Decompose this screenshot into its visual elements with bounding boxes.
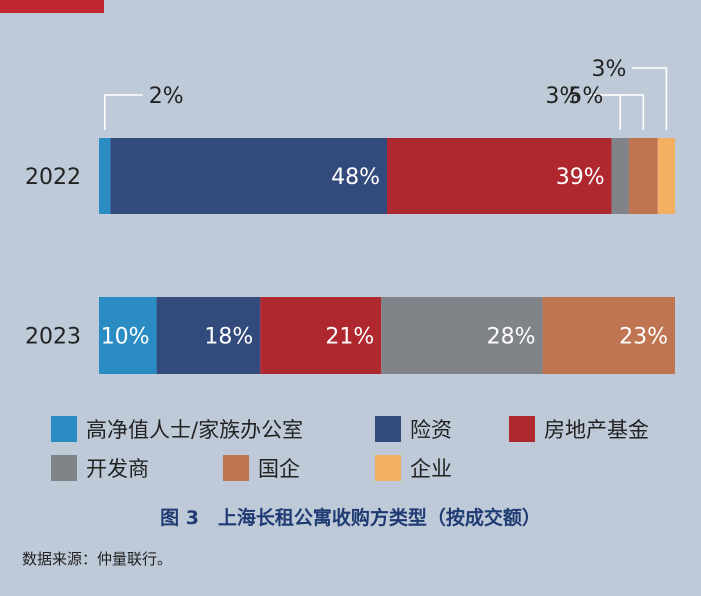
figure-caption: 图 3 上海长租公寓收购方类型（按成交额） xyxy=(160,507,541,529)
bar-segment xyxy=(260,297,382,374)
source-note: 数据来源：仲量联行。 xyxy=(22,550,173,568)
bar-segment xyxy=(110,138,388,214)
callout-line xyxy=(103,94,143,130)
data-label: 2% xyxy=(149,84,184,109)
data-label: 23% xyxy=(619,325,668,350)
data-label: 21% xyxy=(325,325,374,350)
data-label: 5% xyxy=(568,84,603,109)
bar-segment xyxy=(99,138,111,214)
category-label: 2023 xyxy=(25,325,81,350)
data-label: 28% xyxy=(487,325,536,350)
data-label: 10% xyxy=(101,325,150,350)
bar-segment xyxy=(381,297,543,374)
callout-line xyxy=(632,67,668,130)
category-label: 2022 xyxy=(25,165,81,190)
data-label: 18% xyxy=(204,325,253,350)
data-label: 3% xyxy=(591,57,626,82)
data-label: 39% xyxy=(556,165,605,190)
bar-segment xyxy=(611,138,629,214)
accent-bar xyxy=(0,0,104,13)
bar-segment xyxy=(99,297,157,374)
data-label: 48% xyxy=(331,165,380,190)
bar-segment xyxy=(542,297,675,374)
bar-segment xyxy=(628,138,658,214)
bar-segment xyxy=(387,138,612,214)
bar-segment xyxy=(657,138,675,214)
data-label: 3% xyxy=(545,84,580,109)
callout-line xyxy=(609,94,645,130)
bar-segment xyxy=(156,297,261,374)
